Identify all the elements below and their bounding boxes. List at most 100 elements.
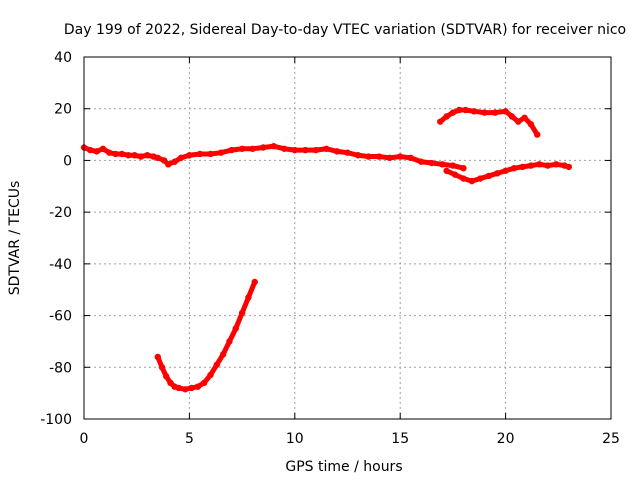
x-tick-label: 0 [80, 431, 89, 447]
main-trace-point [217, 149, 225, 156]
main-trace-point [144, 152, 151, 159]
deep-dip-point [219, 351, 227, 358]
x-tick-label: 15 [391, 431, 409, 447]
main-trace-point [418, 158, 425, 165]
upper-arc-point [515, 118, 522, 125]
y-tick-label: 20 [54, 102, 72, 118]
main-trace-point [323, 145, 330, 152]
deep-dip-point [158, 364, 166, 371]
main-trace-point [460, 164, 467, 172]
late-trace-point [536, 161, 543, 168]
late-trace-point [565, 163, 573, 171]
x-tick-label: 25 [602, 431, 620, 447]
main-trace-point [333, 148, 341, 155]
upper-arc-point [481, 109, 488, 116]
y-tick-label: 40 [54, 50, 72, 66]
late-trace-point [527, 162, 535, 169]
upper-arc-point [534, 131, 541, 138]
main-trace-point [154, 154, 161, 162]
grid [84, 57, 611, 419]
y-tick-label: -40 [49, 257, 72, 273]
deep-dip-point [163, 373, 170, 380]
deep-dip-point [245, 294, 252, 301]
deep-dip-point [238, 309, 246, 317]
deep-dip-point [154, 353, 161, 361]
main-trace-point [449, 162, 457, 169]
late-trace-point [502, 167, 509, 174]
main-trace-point [281, 145, 288, 152]
main-trace-point [365, 153, 372, 160]
main-trace-point [207, 150, 214, 158]
main-trace-point [99, 145, 107, 152]
deep-dip-point [194, 383, 202, 390]
main-trace-point [428, 159, 436, 167]
late-trace-point [468, 177, 476, 185]
upper-arc-point [437, 118, 444, 125]
x-tick-label: 5 [185, 431, 194, 447]
late-trace-point [544, 162, 551, 169]
upper-arc-point [462, 106, 469, 114]
main-trace-point [386, 154, 393, 162]
y-tick-label: -100 [40, 412, 72, 428]
main-trace-point [270, 143, 277, 150]
main-trace-point [407, 154, 414, 162]
deep-dip-line [155, 279, 258, 392]
deep-dip-point [213, 361, 221, 368]
upper-arc-point [456, 106, 463, 114]
main-trace-point [228, 146, 235, 154]
upper-arc-point [527, 121, 535, 128]
main-trace-point [375, 153, 383, 160]
late-trace-point [460, 175, 467, 182]
late-trace-point [519, 163, 526, 171]
deep-dip-point [167, 379, 174, 386]
late-trace-point [451, 171, 459, 178]
main-trace-point [118, 150, 126, 158]
late-trace-line [444, 161, 572, 184]
late-trace-point [510, 164, 518, 172]
data-series [80, 106, 573, 393]
main-trace-point [439, 161, 446, 168]
main-trace-point [177, 154, 185, 162]
deep-dip-point [181, 386, 189, 393]
late-trace-point [552, 161, 560, 168]
deep-dip-point [226, 338, 233, 345]
chart-title: Day 199 of 2022, Sidereal Day-to-day VTE… [64, 22, 626, 38]
main-trace-point [131, 152, 138, 159]
main-trace-point [312, 146, 320, 154]
main-trace-point [259, 144, 267, 151]
x-tick-label: 20 [497, 431, 515, 447]
main-trace-point [196, 150, 204, 158]
y-tick-label: -20 [49, 205, 72, 221]
upper-arc-point [443, 113, 450, 120]
late-trace-point [485, 172, 492, 180]
deep-dip-point [200, 379, 208, 386]
upper-arc-point [502, 108, 509, 115]
main-trace-point [302, 146, 309, 154]
main-trace-point [87, 146, 94, 154]
upper-arc-point [508, 113, 516, 120]
upper-arc-point [491, 109, 499, 116]
y-tick-label: -80 [49, 360, 72, 376]
main-trace-point [112, 150, 119, 158]
late-trace-point [493, 170, 501, 177]
plot-frame [83, 56, 612, 420]
deep-dip-point [188, 384, 195, 392]
deep-dip-point [175, 384, 183, 392]
main-trace-point [171, 158, 178, 165]
axis-ticks: 0 5 10 15 20 25 -100 -80 -60 -40 -20 0 20 40 [40, 50, 620, 447]
main-trace-point [160, 157, 168, 164]
main-trace-point [106, 149, 113, 156]
main-trace-point [344, 149, 351, 156]
y-tick-label: -60 [49, 309, 72, 325]
main-trace-point [186, 152, 193, 159]
main-trace-point [238, 145, 246, 152]
y-tick-label: 0 [63, 153, 72, 169]
x-axis-label: GPS time / hours [285, 459, 402, 475]
main-trace-point [93, 148, 100, 155]
main-trace-point [291, 146, 298, 154]
main-trace-point [125, 152, 132, 159]
main-trace-point [137, 153, 145, 160]
deep-dip-point [207, 371, 214, 379]
x-tick-label: 10 [286, 431, 304, 447]
